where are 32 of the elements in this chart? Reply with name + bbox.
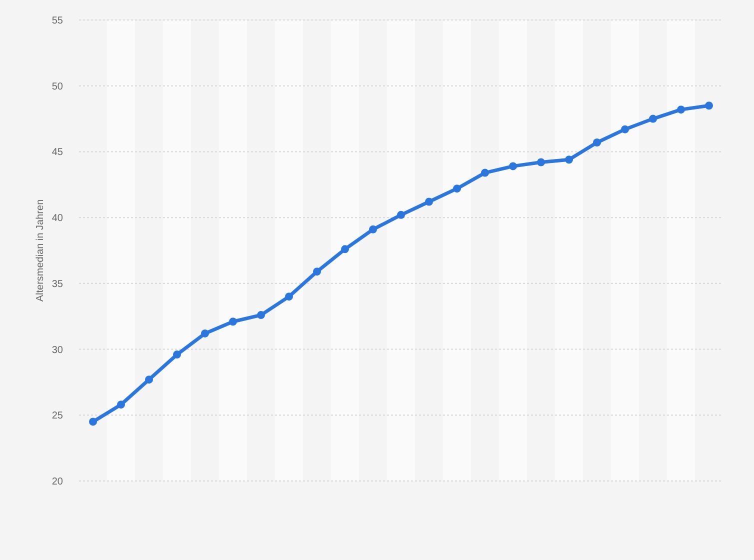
y-tick-label: 35 (52, 278, 64, 290)
y-tick-label: 40 (52, 213, 64, 224)
point (397, 210, 405, 219)
point (117, 400, 125, 409)
point (257, 311, 265, 320)
point (229, 318, 237, 326)
point (705, 102, 713, 110)
y-tick-label: 45 (52, 147, 64, 158)
point (453, 184, 461, 193)
point (285, 292, 293, 301)
point (593, 138, 601, 146)
point (369, 225, 377, 234)
y-tick-label: 30 (52, 344, 64, 356)
point (481, 168, 489, 177)
point (537, 158, 545, 166)
point (649, 114, 657, 123)
point (145, 376, 153, 384)
y-tick-label: 20 (52, 476, 64, 488)
y-axis-title: Altersmedian in Jahren (35, 199, 46, 302)
point (313, 268, 321, 276)
y-tick-label: 55 (52, 16, 64, 26)
point (341, 245, 349, 254)
point (621, 125, 629, 134)
point (425, 198, 433, 206)
point (173, 350, 181, 359)
y-tick-label: 50 (52, 81, 64, 92)
point (509, 162, 517, 170)
y-tick-label: 25 (52, 410, 64, 422)
point (565, 156, 573, 164)
point (677, 106, 685, 114)
point (89, 418, 97, 426)
point (201, 329, 209, 338)
